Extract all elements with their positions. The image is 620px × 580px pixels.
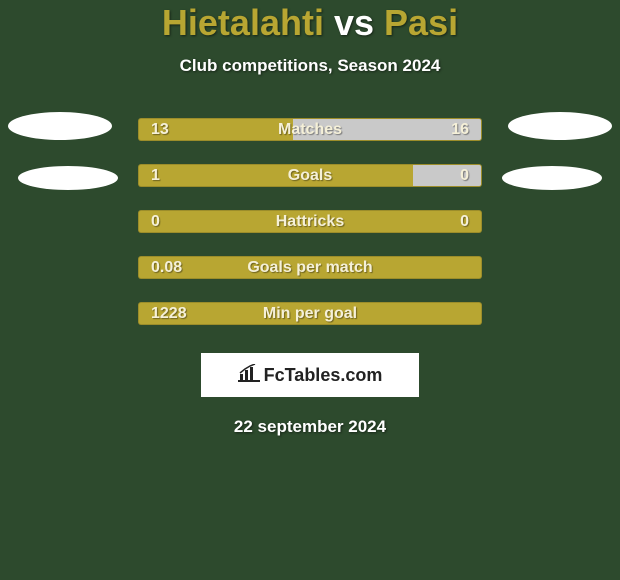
player1-name: Hietalahti <box>162 2 324 43</box>
player2-badge-bottom <box>502 166 602 190</box>
stat-right-value: 0 <box>460 211 469 232</box>
stat-bar: 1228Min per goal <box>138 302 482 325</box>
stat-bar: 1Goals0 <box>138 164 482 187</box>
subtitle: Club competitions, Season 2024 <box>0 56 620 76</box>
player1-badge-top <box>8 112 112 140</box>
comparison-card: Hietalahti vs Pasi Club competitions, Se… <box>0 0 620 437</box>
stat-label: Min per goal <box>139 303 481 324</box>
player2-name: Pasi <box>384 2 458 43</box>
stat-right-value: 0 <box>460 165 469 186</box>
page-title: Hietalahti vs Pasi <box>0 2 620 44</box>
stat-right-value: 16 <box>451 119 469 140</box>
logo-text: FcTables.com <box>264 365 383 386</box>
date: 22 september 2024 <box>0 417 620 437</box>
chart-icon <box>238 364 260 387</box>
stat-bar: 13Matches16 <box>138 118 482 141</box>
stat-bars: 13Matches161Goals00Hattricks00.08Goals p… <box>12 118 608 325</box>
stat-bar: 0.08Goals per match <box>138 256 482 279</box>
stat-label: Goals <box>139 165 481 186</box>
fctables-logo: FcTables.com <box>238 364 383 387</box>
stat-label: Matches <box>139 119 481 140</box>
stat-bar: 0Hattricks0 <box>138 210 482 233</box>
player2-badge-top <box>508 112 612 140</box>
logo-box: FcTables.com <box>201 353 419 397</box>
vs-text: vs <box>334 2 374 43</box>
stat-label: Goals per match <box>139 257 481 278</box>
player1-badge-bottom <box>18 166 118 190</box>
stat-label: Hattricks <box>139 211 481 232</box>
stats-area: 13Matches161Goals00Hattricks00.08Goals p… <box>0 118 620 325</box>
